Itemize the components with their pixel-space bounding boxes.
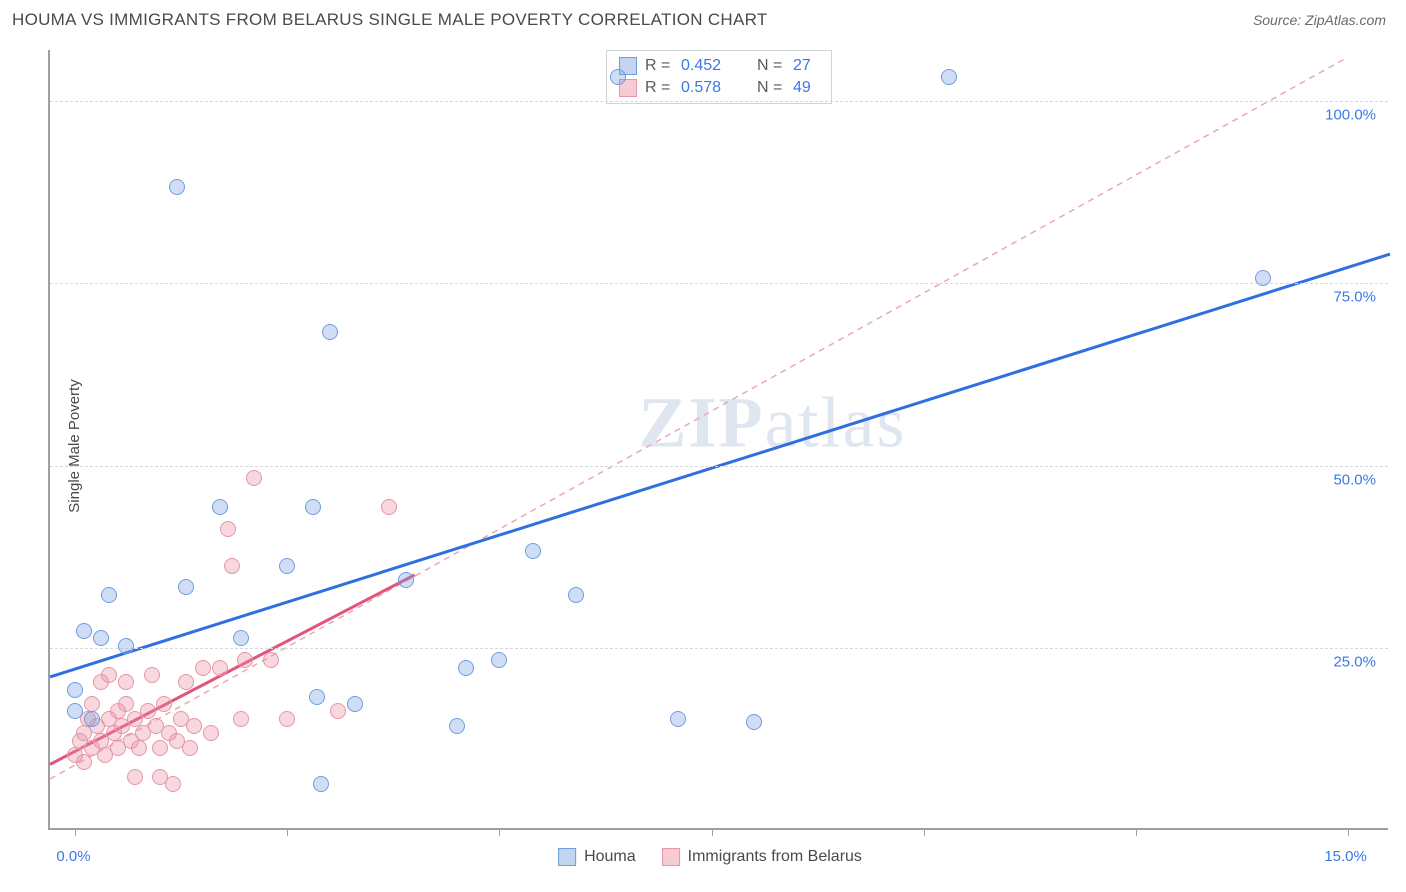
data-point (182, 740, 198, 756)
gridline (50, 648, 1388, 649)
data-point (746, 714, 762, 730)
data-point (941, 69, 957, 85)
data-point (212, 660, 228, 676)
x-tick (1136, 828, 1137, 836)
data-point (398, 572, 414, 588)
data-point (309, 689, 325, 705)
data-point (458, 660, 474, 676)
watermark-bold: ZIP (639, 383, 765, 463)
data-point (178, 674, 194, 690)
data-point (131, 740, 147, 756)
y-tick-label: 25.0% (1333, 653, 1376, 670)
data-point (525, 543, 541, 559)
data-point (279, 711, 295, 727)
y-tick-label: 100.0% (1325, 107, 1376, 124)
data-point (568, 587, 584, 603)
data-point (305, 499, 321, 515)
data-point (491, 652, 507, 668)
gridline (50, 466, 1388, 467)
legend-series-label: Immigrants from Belarus (688, 848, 862, 866)
data-point (279, 558, 295, 574)
data-point (263, 652, 279, 668)
data-point (233, 711, 249, 727)
data-point (144, 667, 160, 683)
data-point (330, 703, 346, 719)
chart-source: Source: ZipAtlas.com (1253, 12, 1386, 28)
data-point (140, 703, 156, 719)
data-point (610, 69, 626, 85)
data-point (322, 324, 338, 340)
data-point (178, 579, 194, 595)
data-point (165, 776, 181, 792)
legend-r-value: 0.452 (681, 57, 737, 75)
chart-header: HOUMA VS IMMIGRANTS FROM BELARUS SINGLE … (0, 0, 1406, 40)
data-point (152, 740, 168, 756)
data-point (237, 652, 253, 668)
data-point (203, 725, 219, 741)
projection-line (50, 57, 1348, 779)
data-point (347, 696, 363, 712)
legend-correlation-row: R = 0.452 N = 27 (619, 55, 819, 77)
legend-series-label: Houma (584, 848, 636, 866)
data-point (76, 623, 92, 639)
legend-swatch (558, 848, 576, 866)
gridline (50, 283, 1388, 284)
legend-r-label: R = (645, 79, 673, 97)
data-point (76, 754, 92, 770)
x-tick (75, 828, 76, 836)
y-tick-label: 75.0% (1333, 289, 1376, 306)
data-point (1255, 270, 1271, 286)
data-point (118, 696, 134, 712)
data-point (93, 630, 109, 646)
plot-area: ZIPatlas R =0.452N =27R =0.578N =49 Houm… (48, 50, 1388, 830)
data-point (195, 660, 211, 676)
legend-r-value: 0.578 (681, 79, 737, 97)
legend-n-label: N = (757, 79, 785, 97)
x-tick (712, 828, 713, 836)
data-point (220, 521, 236, 537)
legend-n-label: N = (757, 57, 785, 75)
data-point (381, 499, 397, 515)
x-tick-label: 0.0% (56, 848, 90, 865)
data-point (670, 711, 686, 727)
data-point (449, 718, 465, 734)
data-point (127, 769, 143, 785)
x-tick (499, 828, 500, 836)
data-point (186, 718, 202, 734)
data-point (156, 696, 172, 712)
x-tick (924, 828, 925, 836)
legend-correlation-row: R = 0.578 N = 49 (619, 77, 819, 99)
data-point (67, 682, 83, 698)
gridline (50, 101, 1388, 102)
data-point (67, 703, 83, 719)
data-point (84, 711, 100, 727)
data-point (101, 587, 117, 603)
data-point (118, 638, 134, 654)
legend-swatch (662, 848, 680, 866)
y-tick-label: 50.0% (1333, 471, 1376, 488)
chart-title: HOUMA VS IMMIGRANTS FROM BELARUS SINGLE … (12, 10, 768, 30)
legend-r-label: R = (645, 57, 673, 75)
trend-lines-svg (50, 50, 1390, 830)
x-tick (287, 828, 288, 836)
data-point (224, 558, 240, 574)
x-tick-label: 15.0% (1324, 848, 1367, 865)
data-point (246, 470, 262, 486)
legend-n-value: 49 (793, 79, 819, 97)
legend-n-value: 27 (793, 57, 819, 75)
data-point (313, 776, 329, 792)
legend-series: Houma Immigrants from Belarus (558, 848, 880, 866)
watermark-rest: atlas (765, 383, 907, 463)
x-tick (1348, 828, 1349, 836)
data-point (118, 674, 134, 690)
data-point (169, 179, 185, 195)
data-point (212, 499, 228, 515)
data-point (101, 667, 117, 683)
watermark: ZIPatlas (639, 382, 907, 465)
data-point (233, 630, 249, 646)
legend-correlation: R = 0.452 N = 27 R = 0.578 N = 49 (606, 50, 832, 104)
